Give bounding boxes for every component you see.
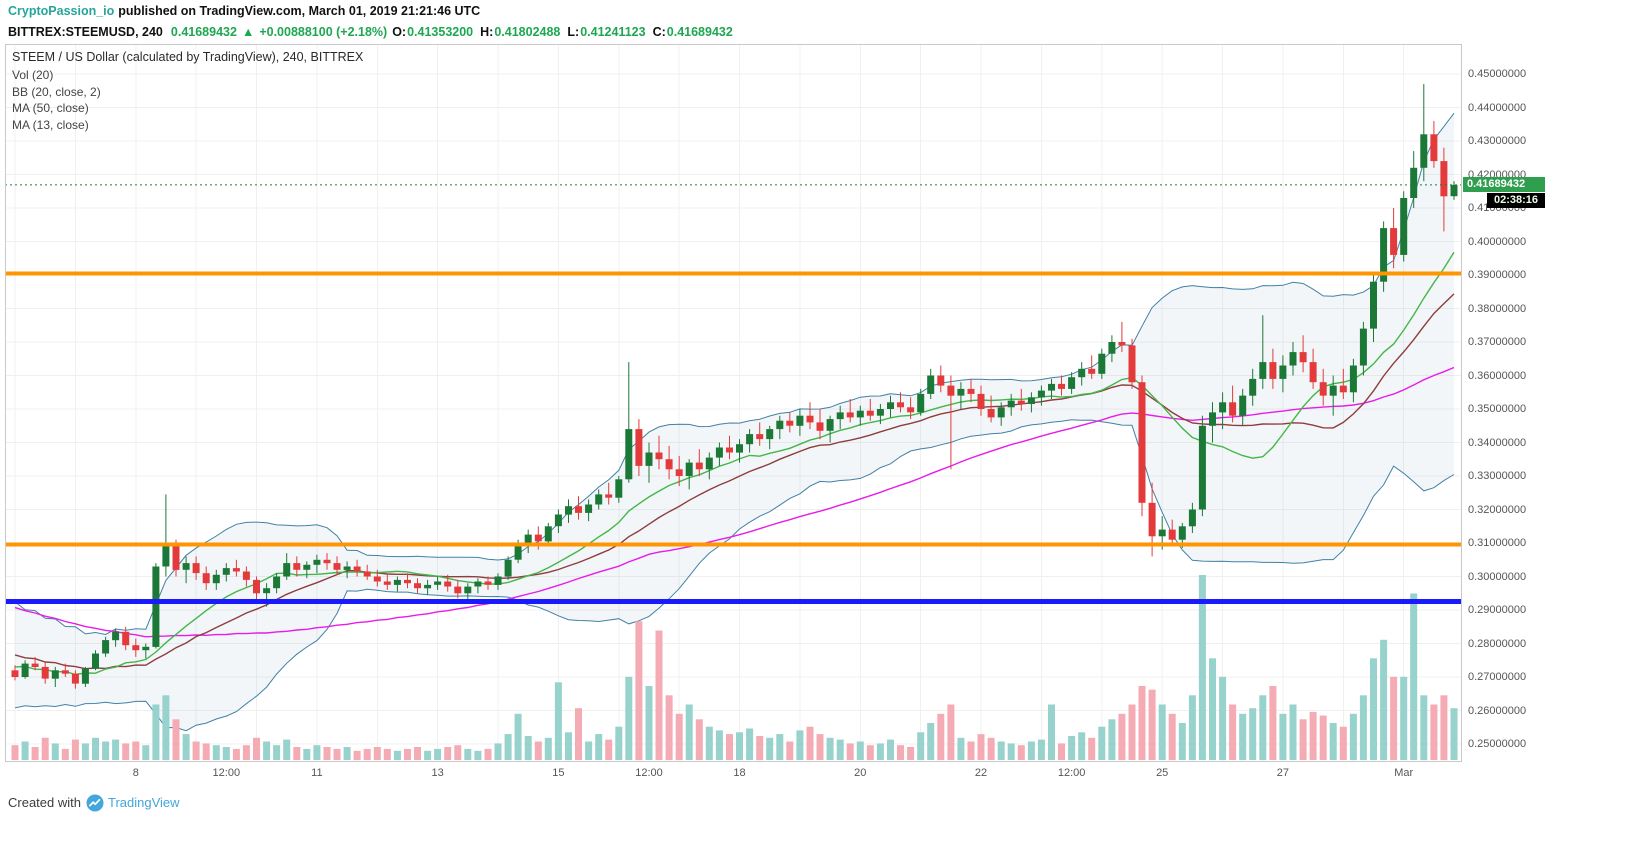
price-axis-label: 0.27000000	[1468, 671, 1527, 683]
symbol-name: BITTREX:STEEMUSD, 240	[8, 25, 163, 39]
ohlc-label: C:	[652, 25, 666, 39]
time-axis-label: 27	[1276, 767, 1290, 779]
symbol-info-bar: BITTREX:STEEMUSD, 240 0.41689432 ▲ +0.00888…	[0, 22, 1627, 44]
time-axis-label: 12:00	[1057, 767, 1086, 779]
price-axis-label: 0.31000000	[1468, 537, 1527, 549]
tradingview-logo-icon[interactable]	[86, 794, 104, 812]
price-axis[interactable]: 0.45000000 0.44000000 0.43000000 0.42000000…	[1462, 44, 1627, 762]
time-axis-label: 18	[733, 767, 746, 779]
price-axis-label: 0.28000000	[1468, 637, 1527, 650]
candles-layer	[11, 84, 1458, 689]
tradingview-brand-link[interactable]: TradingView	[107, 795, 180, 810]
price-axis-label: 0.36000000	[1468, 369, 1527, 382]
horizontal-lines-layer	[5, 271, 1462, 605]
price-axis-label: 0.39000000	[1468, 269, 1527, 281]
created-with-text: Created with	[8, 795, 81, 810]
price-axis-label: 0.40000000	[1468, 235, 1527, 248]
price-axis-label: 0.33000000	[1468, 470, 1527, 482]
price-axis-label: 0.26000000	[1468, 704, 1527, 717]
time-axis-label: 12:00	[212, 767, 241, 779]
time-axis-label: 8	[132, 767, 139, 779]
price-axis-label: 0.30000000	[1468, 570, 1527, 583]
ohlc-value: 0.41802488	[494, 25, 561, 39]
price-axis-label: 0.34000000	[1468, 436, 1527, 449]
publish-info-text: published on TradingView.com, March 01, …	[118, 4, 481, 18]
volume-layer	[11, 575, 1458, 761]
price-axis-label: 0.43000000	[1468, 135, 1527, 147]
last-price-marker: 0.41689432 02:38:16	[1463, 176, 1545, 208]
time-axis-label: 11	[311, 767, 323, 779]
price-axis-label: 0.38000000	[1468, 302, 1527, 315]
time-axis-label: 22	[974, 767, 988, 779]
time-axis-label: 25	[1156, 767, 1169, 779]
price-axis-label: 0.45000000	[1468, 68, 1527, 80]
footer-bar: Created with TradingView	[0, 786, 1627, 858]
price-axis-label: 0.44000000	[1468, 101, 1527, 114]
chart-area: STEEM / US Dollar (calculated by Trading…	[0, 44, 1627, 786]
price-axis-label: 0.32000000	[1468, 503, 1527, 516]
time-axis-label: 20	[854, 767, 867, 779]
time-axis-label: Mar	[1394, 767, 1414, 779]
price-axis-label: 0.29000000	[1468, 604, 1527, 616]
last-price-value: 0.41689432	[170, 25, 237, 39]
ohlc-label: H:	[480, 25, 494, 39]
price-axis-label: 0.37000000	[1468, 336, 1527, 348]
ohlc-value: 0.41689432	[666, 25, 733, 39]
price-axis-label: 0.25000000	[1468, 738, 1527, 750]
last-price-label: 0.41689432	[1463, 176, 1545, 192]
grid-layer	[5, 44, 1462, 760]
publish-bar: CryptoPassion_io published on TradingView…	[0, 0, 1627, 22]
ohlc-readout: O:0.41353200 H:0.41802488 L:0.41241123 C:0.…	[392, 25, 740, 39]
bollinger-bands-layer	[14, 112, 1455, 732]
ohlc-label: O:	[392, 25, 407, 39]
publisher-name-link[interactable]: CryptoPassion_io	[8, 4, 115, 18]
up-arrow-icon: ▲	[241, 25, 255, 39]
ohlc-label: L:	[567, 25, 580, 39]
time-axis-label: 13	[431, 767, 444, 779]
ohlc-value: 0.41353200	[407, 25, 474, 39]
price-change-value: +0.00888100 (+2.18%)	[259, 25, 388, 39]
price-axis-label: 0.35000000	[1468, 403, 1527, 415]
time-axis-label: 12:00	[635, 767, 663, 779]
time-axis[interactable]: 8 12:00 11 13 15 12:00 18 20 22 12:00 25 27 Mar	[5, 762, 1462, 786]
time-axis-label: 15	[552, 767, 565, 779]
price-chart-canvas[interactable]	[5, 44, 1462, 762]
countdown-label: 02:38:16	[1487, 192, 1545, 208]
ohlc-value: 0.41241123	[580, 25, 646, 39]
